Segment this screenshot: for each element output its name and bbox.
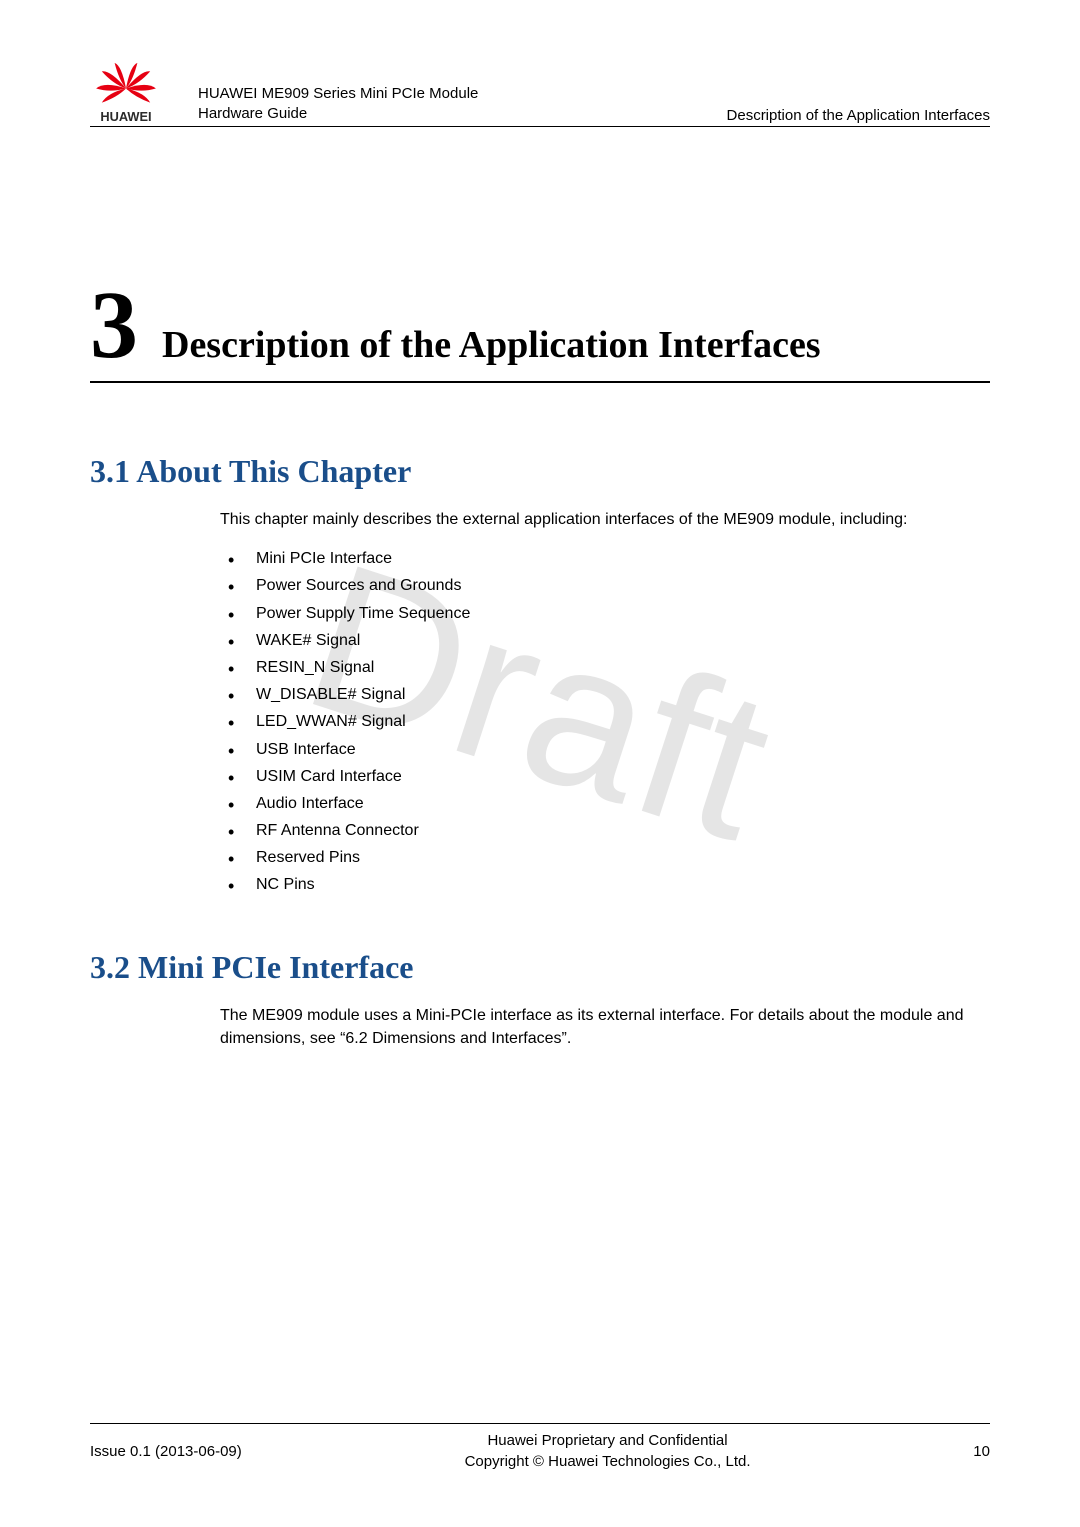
header-title-line1: HUAWEI ME909 Series Mini PCIe Module — [198, 84, 478, 104]
section-3-2-heading: 3.2 Mini PCIe Interface — [90, 949, 990, 986]
list-item: LED_WWAN# Signal — [220, 708, 990, 735]
list-item: RESIN_N Signal — [220, 654, 990, 681]
chapter-title: Description of the Application Interface… — [162, 323, 821, 367]
huawei-logo-icon: HUAWEI — [90, 60, 162, 124]
list-item: NC Pins — [220, 871, 990, 898]
section-3-2-body: The ME909 module uses a Mini-PCIe interf… — [220, 1004, 990, 1050]
huawei-logo-text: HUAWEI — [100, 109, 151, 124]
list-item: W_DISABLE# Signal — [220, 681, 990, 708]
list-item: Power Sources and Grounds — [220, 572, 990, 599]
header-doc-title: HUAWEI ME909 Series Mini PCIe Module Har… — [198, 84, 478, 125]
list-item: Power Supply Time Sequence — [220, 600, 990, 627]
section-3-1-intro: This chapter mainly describes the extern… — [220, 508, 990, 531]
footer-center: Huawei Proprietary and Confidential Copy… — [465, 1430, 751, 1472]
huawei-logo: HUAWEI — [90, 60, 180, 124]
list-item: USIM Card Interface — [220, 763, 990, 790]
header-title-line2: Hardware Guide — [198, 104, 478, 124]
footer-rule — [90, 1423, 990, 1424]
footer-issue: Issue 0.1 (2013-06-09) — [90, 1443, 242, 1460]
footer-center-line1: Huawei Proprietary and Confidential — [465, 1430, 751, 1451]
footer-page-number: 10 — [973, 1443, 990, 1460]
list-item: Mini PCIe Interface — [220, 545, 990, 572]
list-item: Audio Interface — [220, 790, 990, 817]
header-section-ref: Description of the Application Interface… — [727, 107, 990, 124]
list-item: Reserved Pins — [220, 844, 990, 871]
section-3-1-heading: 3.1 About This Chapter — [90, 453, 990, 490]
chapter-heading-block: 3 Description of the Application Interfa… — [90, 277, 990, 383]
list-item: USB Interface — [220, 736, 990, 763]
list-item: WAKE# Signal — [220, 627, 990, 654]
chapter-number: 3 — [90, 277, 138, 373]
page-footer: Issue 0.1 (2013-06-09) Huawei Proprietar… — [90, 1423, 990, 1472]
section-3-1-bullet-list: Mini PCIe Interface Power Sources and Gr… — [220, 545, 990, 898]
list-item: RF Antenna Connector — [220, 817, 990, 844]
footer-center-line2: Copyright © Huawei Technologies Co., Ltd… — [465, 1451, 751, 1472]
page-header: HUAWEI HUAWEI ME909 Series Mini PCIe Mod… — [90, 60, 990, 127]
